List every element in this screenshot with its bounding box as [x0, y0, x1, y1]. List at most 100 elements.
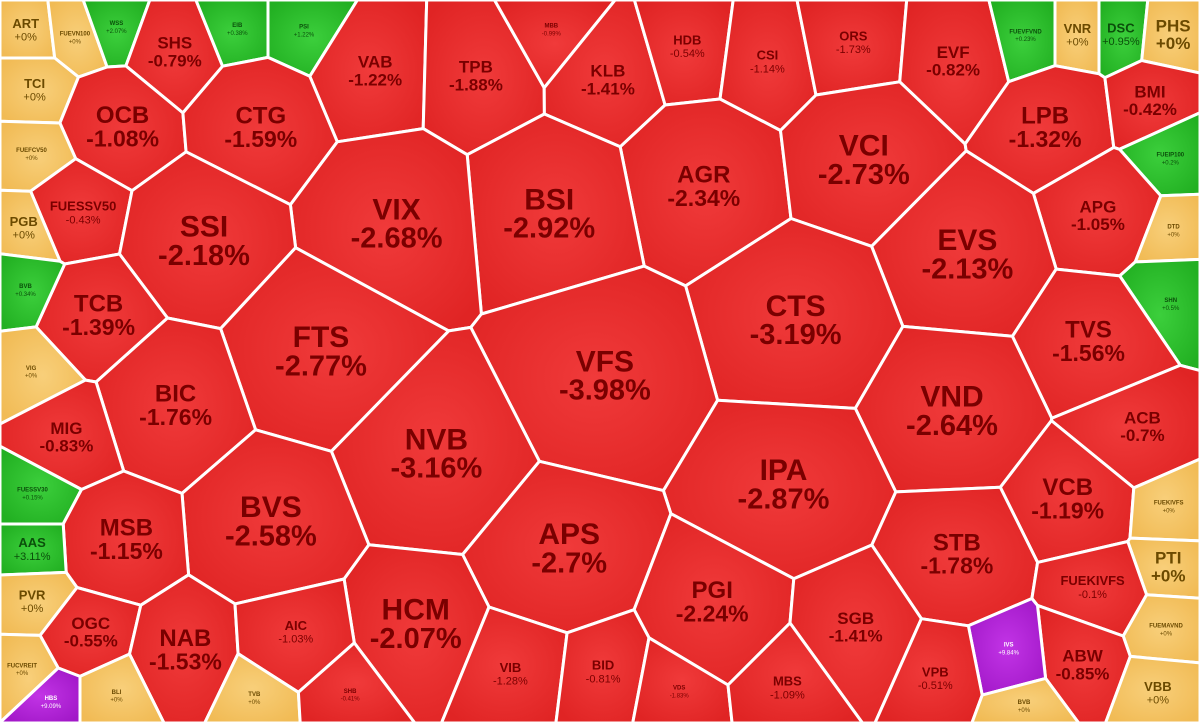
- label-change-vig-42: +0%: [25, 374, 38, 380]
- label-change-bli-72: +0%: [110, 698, 123, 704]
- cell-bvb-79[interactable]: [970, 676, 1081, 723]
- label-ticker-pti-57: PTI: [1155, 549, 1181, 568]
- label-ticker-pvr-58: PVR: [19, 588, 46, 603]
- label-ticker-apg-30: APG: [1079, 198, 1116, 217]
- label-ticker-lpb-23: LPB: [1021, 102, 1069, 129]
- label-ticker-shb-74: SHB: [344, 689, 357, 695]
- label-change-bic-43: -1.76%: [139, 404, 212, 430]
- label-ticker-bsi-26: BSI: [524, 183, 574, 216]
- label-change-vfs-41: -3.98%: [559, 375, 651, 407]
- label-change-hbs-71: +9.09%: [41, 704, 62, 710]
- label-change-klb-9: -1.41%: [581, 79, 635, 98]
- label-change-shs-3: -0.79%: [148, 51, 202, 70]
- label-ticker-fuefcv50-25: FUEFCV50: [16, 148, 47, 154]
- label-change-sgb-66: -1.41%: [829, 627, 883, 646]
- label-change-tvb-73: +0%: [248, 700, 261, 706]
- cell-shb-74[interactable]: [296, 641, 417, 723]
- label-change-tcb-36: -1.39%: [62, 314, 135, 340]
- label-change-mbb-8: -0.99%: [542, 31, 562, 37]
- label-ticker-acb-46: ACB: [1124, 408, 1161, 427]
- label-ticker-bid-75: BID: [592, 658, 614, 673]
- label-change-phs-17: +0%: [1156, 34, 1191, 53]
- label-ticker-nvb-47: NVB: [405, 423, 468, 456]
- label-change-apg-30: -1.05%: [1071, 215, 1125, 234]
- label-ticker-vfs-41: VFS: [576, 345, 634, 378]
- label-change-tpb-7: -1.88%: [449, 75, 503, 94]
- label-ticker-hdb-10: HDB: [673, 32, 701, 47]
- cell-bli-72[interactable]: [78, 652, 166, 723]
- label-ticker-eib-4: EIB: [232, 23, 243, 29]
- label-ticker-fucvreit-68: FUCVREIT: [7, 663, 37, 669]
- label-change-tvs-40: -1.56%: [1052, 340, 1125, 366]
- label-ticker-pgi-62: PGI: [692, 577, 733, 604]
- label-change-dtd-34: +0%: [1167, 233, 1180, 239]
- label-change-fts-39: -2.77%: [275, 351, 367, 383]
- label-change-abw-67: -0.85%: [1056, 664, 1110, 683]
- label-change-aps-55: -2.7%: [531, 548, 607, 580]
- label-change-fuessv30-49: +0.15%: [22, 495, 43, 501]
- label-ticker-hbs-71: HBS: [45, 696, 58, 702]
- label-ticker-phs-17: PHS: [1156, 16, 1191, 35]
- label-ticker-fuemavnd-63: FUEMAVND: [1149, 624, 1183, 630]
- label-change-vcb-50: -1.19%: [1031, 498, 1104, 524]
- label-change-vnd-44: -2.64%: [906, 410, 998, 442]
- label-change-ogc-60: -0.55%: [64, 632, 118, 651]
- label-ticker-ipa-48: IPA: [760, 454, 808, 487]
- label-ticker-dtd-34: DTD: [1167, 225, 1180, 231]
- label-ticker-bli-72: BLI: [112, 690, 122, 696]
- label-change-ivs-70: +9.84%: [998, 650, 1019, 656]
- label-ticker-hcm-61: HCM: [382, 594, 450, 627]
- label-ticker-vbb-80: VBB: [1144, 679, 1171, 694]
- label-ticker-vcb-50: VCB: [1042, 474, 1093, 501]
- label-change-aic-65: -1.03%: [278, 634, 313, 646]
- label-change-pti-57: +0%: [1151, 566, 1186, 585]
- label-ticker-mig-45: MIG: [50, 419, 82, 438]
- label-change-mig-45: -0.83%: [39, 437, 93, 456]
- label-ticker-vnd-44: VND: [920, 381, 983, 414]
- label-change-vab-6: -1.22%: [348, 70, 402, 89]
- label-ticker-shn-35: SHN: [1164, 298, 1177, 304]
- label-ticker-ocb-19: OCB: [96, 102, 149, 129]
- label-ticker-vnr-15: VNR: [1064, 21, 1092, 36]
- cell-vbb-80[interactable]: [1104, 654, 1200, 723]
- label-ticker-psi-5: PSI: [299, 25, 309, 31]
- cell-mbs-77[interactable]: [726, 621, 864, 723]
- label-change-vpb-78: -0.51%: [918, 680, 953, 692]
- label-change-vbb-80: +0%: [1147, 695, 1170, 707]
- label-change-pvr-58: +0%: [21, 603, 44, 615]
- label-change-fuevn100-1: +0%: [69, 40, 82, 46]
- label-ticker-bmi-24: BMI: [1134, 83, 1165, 102]
- label-ticker-fuevfvnd-14: FUEVFVND: [1009, 29, 1042, 35]
- label-change-dsc-16: +0.95%: [1102, 36, 1140, 48]
- label-change-hdb-10: -0.54%: [670, 48, 705, 60]
- label-change-ocb-19: -1.08%: [86, 126, 159, 152]
- label-change-psi-5: +1.22%: [294, 33, 315, 39]
- label-ticker-vpb-78: VPB: [922, 665, 949, 680]
- label-change-csi-11: -1.14%: [750, 63, 785, 75]
- cell-phs-17[interactable]: [1140, 0, 1200, 75]
- label-change-bvb-79: +0%: [1018, 708, 1031, 714]
- label-change-bsi-26: -2.92%: [503, 213, 595, 245]
- label-ticker-evs-33: EVS: [937, 224, 997, 257]
- label-ticker-fuekivfs-59: FUEKIVFS: [1060, 573, 1125, 588]
- label-change-agr-21: -2.34%: [667, 185, 740, 211]
- label-ticker-bic-43: BIC: [155, 381, 196, 408]
- label-ticker-abw-67: ABW: [1062, 647, 1104, 666]
- label-ticker-vib-69: VIB: [500, 660, 522, 675]
- label-change-bvb-38: +0.34%: [15, 292, 36, 298]
- label-change-fueip100-27: +0.2%: [1162, 160, 1180, 166]
- label-change-nab-64: -1.53%: [149, 649, 222, 675]
- label-ticker-fuessv30-49: FUESSV30: [17, 487, 48, 493]
- label-ticker-fuekivfs-53: FUEKIVFS: [1154, 501, 1184, 507]
- label-change-bid-75: -0.81%: [586, 673, 621, 685]
- label-change-ipa-48: -2.87%: [738, 483, 830, 515]
- label-change-fuekivfs-59: -0.1%: [1078, 589, 1107, 601]
- label-change-shn-35: +0.5%: [1162, 306, 1180, 312]
- label-ticker-ogc-60: OGC: [71, 614, 110, 633]
- label-change-vds-76: -1.83%: [670, 694, 690, 700]
- label-ticker-mbb-8: MBB: [544, 23, 558, 29]
- label-ticker-fuessv50-28: FUESSV50: [50, 199, 116, 214]
- label-ticker-mbs-77: MBS: [773, 674, 802, 689]
- label-ticker-tvs-40: TVS: [1065, 316, 1112, 343]
